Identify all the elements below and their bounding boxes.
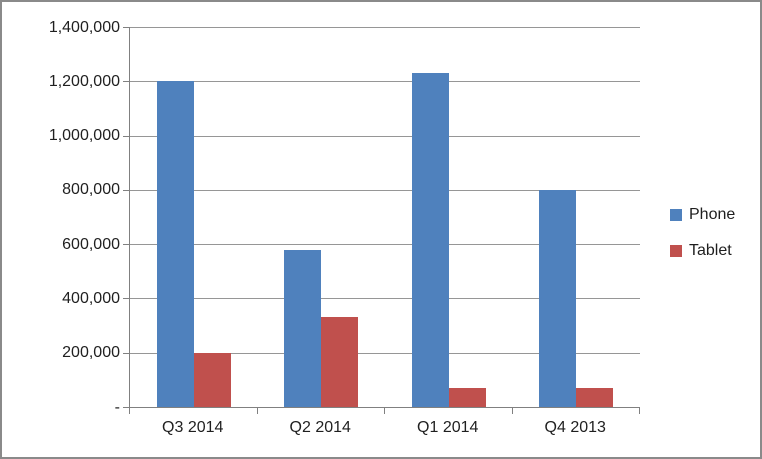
gridline xyxy=(130,135,640,137)
bar-phone-3 xyxy=(539,189,577,407)
gridline xyxy=(130,352,640,354)
x-axis-tick xyxy=(384,408,385,414)
x-axis-label: Q3 2014 xyxy=(162,419,224,436)
gridline xyxy=(130,189,640,191)
x-axis-tick xyxy=(256,408,258,414)
y-axis-tick xyxy=(123,189,129,191)
y-axis-tick xyxy=(123,81,129,83)
y-axis-label: 200,000 xyxy=(62,344,120,362)
legend-item-tablet: Tablet xyxy=(670,241,735,261)
bar-tablet-1 xyxy=(321,317,359,407)
y-axis-label: 800,000 xyxy=(62,181,120,199)
y-axis-tick xyxy=(123,244,129,246)
y-axis-label: 600,000 xyxy=(62,235,120,253)
y-axis-label: - xyxy=(114,398,120,416)
y-axis-tick xyxy=(123,27,129,28)
bar-tablet-3 xyxy=(576,388,614,407)
y-axis-label: 1,400,000 xyxy=(48,18,120,36)
gridline xyxy=(130,27,640,28)
bar-tablet-2 xyxy=(448,388,486,407)
gridline xyxy=(130,244,640,246)
y-axis-tick xyxy=(123,352,129,354)
y-axis-tick xyxy=(123,135,129,137)
x-axis-label: Q4 2013 xyxy=(544,419,606,436)
x-axis-label: Q1 2014 xyxy=(417,419,479,436)
gridline xyxy=(130,81,640,83)
bar-phone-2 xyxy=(411,73,449,407)
bar-tablet-0 xyxy=(193,352,231,407)
legend-swatch-tablet xyxy=(670,245,682,257)
x-axis-tick xyxy=(129,408,130,414)
y-axis-tick xyxy=(123,407,129,408)
bar-phone-0 xyxy=(156,81,194,407)
y-axis-label: 1,000,000 xyxy=(48,127,120,145)
plot-area xyxy=(129,27,640,408)
x-axis-tick xyxy=(511,408,513,414)
y-axis-label: 1,200,000 xyxy=(48,72,120,90)
legend-label: Tablet xyxy=(689,242,732,259)
gridline xyxy=(130,298,640,300)
legend-label: Phone xyxy=(689,206,736,223)
legend-swatch-phone xyxy=(670,209,682,221)
x-axis-tick xyxy=(639,408,640,414)
bar-phone-1 xyxy=(284,249,322,407)
y-axis-label: 400,000 xyxy=(62,289,120,307)
legend-item-phone: Phone xyxy=(670,205,735,225)
x-axis-label: Q2 2014 xyxy=(289,419,351,436)
y-axis-tick xyxy=(123,298,129,300)
chart-legend: Phone Tablet xyxy=(670,205,735,277)
